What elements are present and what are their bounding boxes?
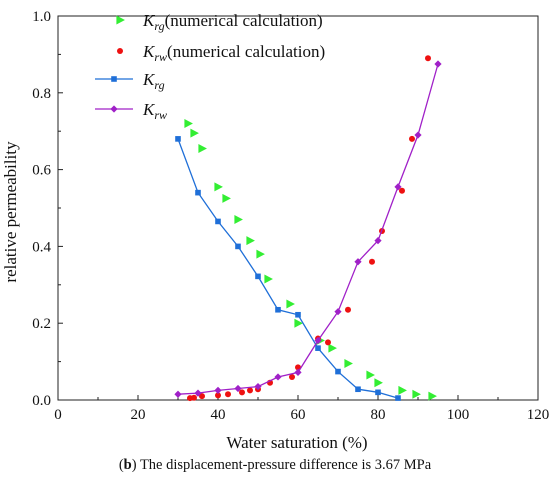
- data-point: [214, 182, 223, 192]
- data-point: [247, 387, 253, 394]
- chart: 0 20 40 60 80 100 120 0.0 0.2 0.4 0.6 0.8 1.0 Krg(nu…: [1, 9, 549, 452]
- data-point: [116, 15, 125, 25]
- y-tick-label: 0.0: [32, 393, 51, 409]
- data-point: [254, 382, 262, 391]
- data-point: [428, 391, 437, 401]
- y-tick-label: 0.2: [32, 316, 51, 332]
- caption-label: b: [123, 457, 132, 473]
- data-point: [395, 395, 401, 401]
- data-point: [215, 218, 221, 225]
- data-point: [409, 135, 415, 142]
- data-point: [199, 393, 205, 400]
- y-tick-label: 1.0: [32, 9, 51, 25]
- data-point: [394, 183, 402, 191]
- data-point: [234, 384, 242, 393]
- data-point: [414, 131, 422, 139]
- legend-label: Krw: [142, 100, 167, 122]
- data-point: [354, 258, 362, 266]
- data-point: [374, 237, 382, 245]
- data-point: [374, 378, 383, 388]
- data-point: [255, 273, 261, 280]
- legend-label: Krw(numerical calculation): [142, 42, 325, 64]
- x-tick-label: 60: [291, 407, 306, 423]
- data-point: [328, 343, 337, 353]
- caption-text: The displacement-pressure difference is …: [139, 457, 432, 473]
- x-tick-label: 40: [211, 407, 226, 423]
- data-point: [275, 306, 281, 313]
- data-point: [369, 258, 375, 265]
- series-layer: [174, 55, 442, 402]
- data-point: [274, 373, 282, 381]
- data-point: [214, 386, 222, 394]
- data-point: [344, 359, 353, 369]
- x-tick-label: 120: [527, 407, 550, 423]
- data-point: [225, 391, 231, 398]
- y-axis-label: relative permeability: [1, 141, 20, 283]
- data-point: [295, 311, 301, 318]
- data-point: [256, 249, 265, 259]
- x-tick-label: 80: [371, 407, 386, 423]
- plot-frame: [57, 15, 539, 401]
- data-point: [191, 394, 197, 401]
- legend-label: Krg: [142, 70, 165, 92]
- data-point: [294, 318, 303, 328]
- legend-item: Krw: [95, 100, 167, 122]
- data-point: [425, 55, 431, 62]
- data-point: [335, 368, 341, 375]
- data-point: [235, 243, 241, 250]
- data-point: [325, 339, 331, 346]
- x-tick-label: 0: [54, 407, 62, 423]
- axes: 0 20 40 60 80 100 120 0.0 0.2 0.4 0.6 0.8 1.0: [32, 9, 549, 423]
- legend-item: Krg: [95, 70, 165, 92]
- x-tick-label: 100: [447, 407, 470, 423]
- data-point: [314, 336, 322, 345]
- y-tick-label: 0.6: [32, 163, 51, 179]
- data-point: [264, 274, 273, 284]
- legend: Krg(numerical calculation) Krw(numerical …: [95, 11, 325, 122]
- data-point: [198, 143, 207, 153]
- figure-caption: (b) The displacement-pressure difference…: [118, 457, 432, 473]
- data-point: [222, 193, 231, 203]
- data-point: [355, 386, 361, 393]
- data-point: [190, 128, 199, 138]
- data-point: [117, 48, 123, 54]
- data-point: [375, 389, 381, 396]
- data-point: [366, 370, 375, 380]
- data-point: [239, 389, 245, 396]
- data-point: [174, 390, 182, 398]
- data-point: [289, 373, 295, 380]
- series-1: [184, 119, 437, 401]
- y-tick-label: 0.4: [32, 239, 51, 255]
- series-line: [177, 63, 439, 395]
- legend-item: Krg(numerical calculation): [116, 11, 323, 33]
- data-point: [246, 236, 255, 246]
- data-point: [110, 105, 118, 113]
- data-point: [194, 389, 202, 397]
- data-point: [195, 189, 201, 196]
- data-point: [294, 368, 302, 376]
- legend-label: Krg(numerical calculation): [142, 11, 323, 33]
- data-point: [234, 215, 243, 225]
- data-point: [315, 345, 321, 351]
- series-line: [177, 138, 399, 399]
- data-point: [399, 187, 405, 194]
- series-4: [174, 60, 442, 398]
- data-point: [184, 119, 193, 129]
- x-axis-label: Water saturation (%): [226, 433, 367, 452]
- data-point: [111, 76, 117, 82]
- data-point: [175, 136, 181, 142]
- legend-item: Krw(numerical calculation): [117, 42, 325, 64]
- y-tick-label: 0.8: [32, 86, 51, 102]
- data-point: [215, 392, 221, 399]
- data-point: [434, 60, 442, 68]
- data-point: [286, 299, 295, 309]
- data-point: [398, 385, 407, 395]
- x-tick-label: 20: [131, 407, 146, 423]
- data-point: [334, 308, 342, 316]
- series-3: [175, 136, 401, 401]
- data-point: [412, 389, 421, 399]
- data-point: [345, 306, 351, 313]
